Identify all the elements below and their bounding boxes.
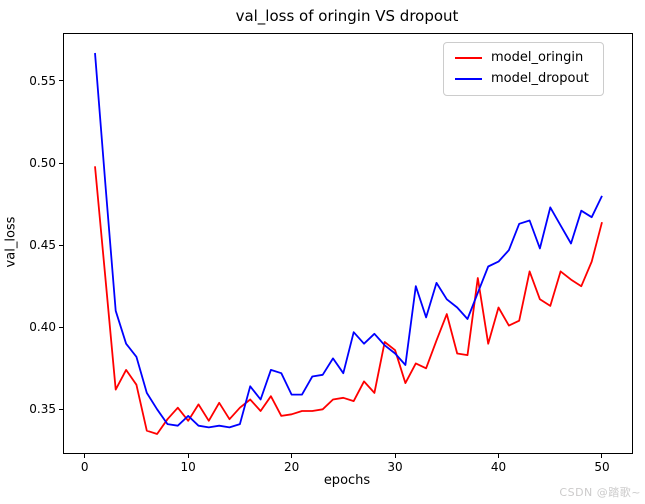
x-tick-mark [498, 454, 500, 458]
y-tick-mark [59, 80, 63, 82]
x-tick-label: 20 [283, 460, 300, 474]
y-tick-label: 0.35 [29, 402, 56, 417]
y-tick-mark [59, 408, 63, 410]
y-tick-mark [59, 162, 63, 164]
legend-line-blue [455, 78, 482, 81]
x-tick-mark [394, 454, 396, 458]
x-tick-label: 0 [80, 460, 89, 474]
y-tick-label: 0.50 [29, 156, 56, 171]
x-tick-label: 10 [180, 460, 196, 474]
x-tick-mark [601, 454, 603, 458]
x-tick-label: 40 [490, 460, 507, 474]
line-model_oringin [94, 166, 603, 435]
line-model_dropout [94, 52, 603, 429]
y-tick-label: 0.40 [29, 320, 56, 335]
legend-label: model_oringin [491, 50, 584, 65]
x-axis-label: epochs [323, 473, 371, 488]
y-tick-mark [59, 326, 63, 328]
series-lines [94, 52, 603, 435]
legend: model_oringin model_dropout [443, 42, 604, 96]
x-tick-mark [187, 454, 189, 458]
y-tick-mark [59, 244, 63, 246]
chart-title: val_loss of oringin VS dropout [235, 7, 459, 25]
watermark: CSDN @踏歌~ [559, 486, 641, 499]
legend-item-model-oringin: model_oringin [455, 50, 589, 65]
x-tick-label: 30 [387, 460, 403, 474]
y-tick-label: 0.55 [29, 73, 56, 88]
legend-line-red [455, 57, 482, 60]
legend-item-model-dropout: model_dropout [455, 71, 589, 87]
plot-area [63, 33, 633, 454]
y-axis-label: val_loss [3, 216, 19, 268]
legend-label: model_dropout [491, 71, 589, 87]
y-tick-label: 0.45 [29, 238, 56, 253]
x-tick-label: 50 [594, 460, 610, 474]
x-tick-mark [291, 454, 293, 458]
x-tick-mark [84, 454, 86, 458]
